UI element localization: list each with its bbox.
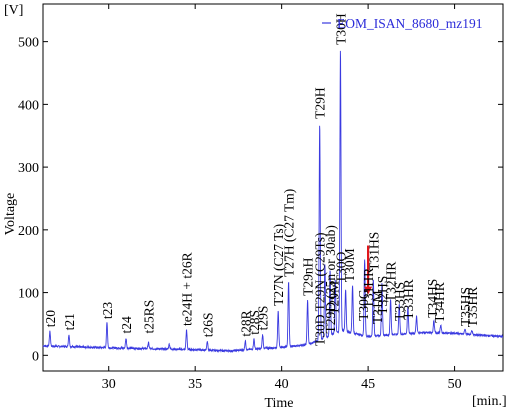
peak-label: T35HR bbox=[465, 287, 480, 328]
peak-label: T30M bbox=[342, 248, 357, 282]
series-line bbox=[42, 50, 504, 354]
x-axis-title: Time bbox=[264, 396, 293, 411]
x-tick-label: 35 bbox=[188, 377, 202, 392]
peak-label: t20 bbox=[43, 310, 58, 328]
peak-label: t26S bbox=[200, 313, 215, 338]
x-tick-label: 30 bbox=[102, 377, 116, 392]
peak-label: T30O bbox=[333, 252, 348, 284]
peak-label: t28R bbox=[238, 310, 253, 336]
y-tick-label: 400 bbox=[18, 98, 39, 113]
peak-label: T27H (C27 Tm) bbox=[282, 189, 297, 277]
peak-label: T29H bbox=[313, 87, 328, 119]
y-tick-label: 0 bbox=[32, 349, 39, 364]
peak-label: T35HS bbox=[458, 287, 473, 326]
y-tick-label: 200 bbox=[18, 224, 39, 239]
y-tick-label: 100 bbox=[18, 287, 39, 302]
peak-label: T31M bbox=[370, 290, 385, 324]
peak-label: t28S bbox=[247, 310, 262, 335]
y-tick-label: 500 bbox=[18, 36, 39, 51]
peak-label: T30G bbox=[356, 289, 371, 321]
y-axis-title: Voltage bbox=[3, 193, 18, 236]
peak-label: T27N (C27 Ts) bbox=[271, 224, 286, 306]
peak-label: T29nH bbox=[301, 257, 316, 295]
peak-labels-layer: t20 t21 t23 t24 t25RS te24H + t26R t26S t28Rt28… bbox=[43, 13, 480, 346]
x-tick-label: 50 bbox=[448, 377, 462, 392]
peak-label: T29M bbox=[327, 281, 342, 315]
marker-arrowhead bbox=[364, 286, 373, 295]
peak-label: te24H + t26R bbox=[180, 252, 195, 326]
y-unit-label: [V] bbox=[4, 3, 23, 18]
peak-label: T32HR bbox=[384, 262, 399, 303]
series-layer bbox=[42, 50, 504, 354]
plot-frame bbox=[42, 3, 504, 372]
y-tick-label: 300 bbox=[18, 161, 39, 176]
peak-label: t23 bbox=[100, 302, 115, 320]
peak-label: T34HS bbox=[425, 279, 440, 318]
peak-label: T29D (25n or 30ab) bbox=[323, 225, 338, 333]
peak-label: T34HR bbox=[432, 282, 447, 323]
peak-label: T30H bbox=[333, 13, 348, 45]
peak-label: t29S bbox=[256, 306, 271, 331]
peak-label: T33HS bbox=[392, 282, 407, 321]
legend: EOM_ISAN_8680_mz191 bbox=[322, 16, 483, 31]
x-tick-label: 40 bbox=[275, 377, 289, 392]
peak-label: t25RS bbox=[142, 300, 157, 334]
peak-label: T31HS bbox=[366, 232, 381, 271]
peak-label: T32HS bbox=[375, 276, 390, 315]
peak-label: t21 bbox=[62, 313, 77, 330]
peak-label: T30D T29N (C29Ts) bbox=[313, 232, 328, 346]
x-unit-label: [min.] bbox=[472, 394, 507, 409]
peak-label: t24 bbox=[119, 316, 134, 334]
legend-label: EOM_ISAN_8680_mz191 bbox=[337, 16, 483, 31]
axes-group: 0 100 200 300 400 500 30 35 40 45 50 bbox=[18, 3, 504, 392]
x-tick-label: 45 bbox=[361, 377, 375, 392]
peak-label: T33HR bbox=[401, 279, 416, 320]
peak-label: T31HR bbox=[361, 268, 376, 309]
